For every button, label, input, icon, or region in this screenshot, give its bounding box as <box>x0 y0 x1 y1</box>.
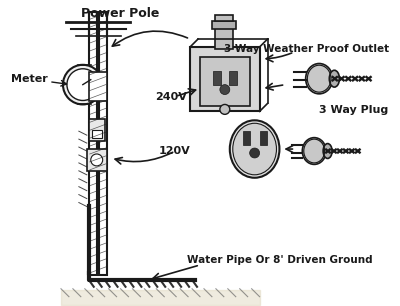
Circle shape <box>220 85 230 95</box>
Circle shape <box>67 69 99 100</box>
Bar <box>229 71 237 85</box>
Bar <box>215 15 233 21</box>
Bar <box>190 47 260 111</box>
Ellipse shape <box>329 70 340 87</box>
Bar <box>89 12 97 275</box>
Bar <box>243 131 250 145</box>
Bar <box>260 131 266 145</box>
Text: 3 Way Plug: 3 Way Plug <box>320 105 389 115</box>
Bar <box>215 24 233 49</box>
Bar <box>89 119 105 141</box>
Bar <box>89 72 107 102</box>
Circle shape <box>91 154 103 166</box>
Text: Water Pipe Or 8' Driven Ground: Water Pipe Or 8' Driven Ground <box>187 255 372 265</box>
Ellipse shape <box>302 138 326 164</box>
Bar <box>99 12 107 275</box>
Ellipse shape <box>230 120 280 178</box>
Circle shape <box>250 148 260 158</box>
Ellipse shape <box>306 64 333 94</box>
Ellipse shape <box>323 144 332 159</box>
Circle shape <box>63 65 103 104</box>
Circle shape <box>220 104 230 114</box>
Bar <box>92 130 102 138</box>
Text: 120V: 120V <box>158 146 190 156</box>
Bar <box>200 57 250 106</box>
Bar <box>87 149 107 171</box>
Text: Meter: Meter <box>11 74 48 84</box>
Bar <box>212 21 236 29</box>
Text: 3 Way Weather Proof Outlet: 3 Way Weather Proof Outlet <box>224 44 389 54</box>
Bar <box>213 71 221 85</box>
Ellipse shape <box>233 123 276 175</box>
Text: Power Pole: Power Pole <box>81 7 160 20</box>
Text: 240V: 240V <box>155 91 187 102</box>
